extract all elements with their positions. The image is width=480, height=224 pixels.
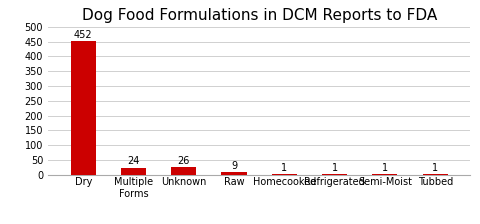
Text: 1: 1 bbox=[432, 163, 438, 173]
Bar bbox=[121, 168, 146, 175]
Bar bbox=[272, 174, 297, 175]
Text: 452: 452 bbox=[74, 30, 93, 40]
Bar bbox=[221, 172, 247, 175]
Bar bbox=[372, 174, 397, 175]
Text: 24: 24 bbox=[127, 156, 140, 166]
Text: 9: 9 bbox=[231, 161, 237, 171]
Bar bbox=[171, 167, 196, 175]
Text: 1: 1 bbox=[332, 163, 338, 173]
Text: 1: 1 bbox=[382, 163, 388, 173]
Title: Dog Food Formulations in DCM Reports to FDA: Dog Food Formulations in DCM Reports to … bbox=[82, 8, 437, 23]
Bar bbox=[322, 174, 347, 175]
Text: 26: 26 bbox=[178, 155, 190, 166]
Bar bbox=[422, 174, 448, 175]
Text: 1: 1 bbox=[281, 163, 288, 173]
Bar bbox=[71, 41, 96, 175]
